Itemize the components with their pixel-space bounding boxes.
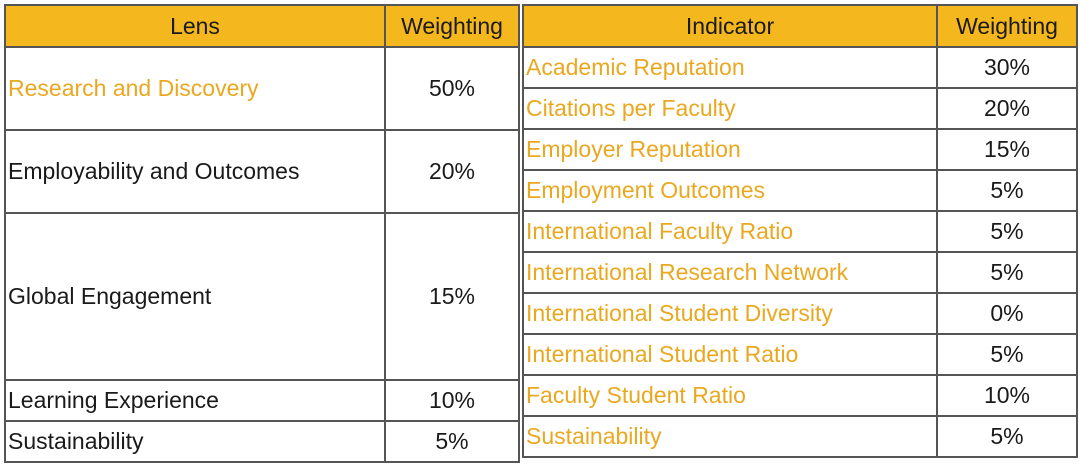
lens-cell: Global Engagement xyxy=(4,212,386,381)
indicator-cell: Citations per Faculty xyxy=(522,87,938,130)
indicator-table: Indicator Weighting Academic Reputation … xyxy=(522,4,1078,458)
indicator-cell: International Student Diversity xyxy=(522,292,938,335)
lens-cell: Employability and Outcomes xyxy=(4,129,386,214)
lens-weighting-cell: 20% xyxy=(384,129,520,214)
table-row: International Student Ratio 5% xyxy=(522,333,1078,376)
table-row: Sustainability 5% xyxy=(4,420,520,463)
indicator-weighting-cell: 5% xyxy=(936,415,1078,458)
indicator-weighting-cell: 0% xyxy=(936,292,1078,335)
table-row: Academic Reputation 30% xyxy=(522,46,1078,89)
table-row: Employer Reputation 15% xyxy=(522,128,1078,171)
indicator-weighting-cell: 10% xyxy=(936,374,1078,417)
lens-weighting-cell: 5% xyxy=(384,420,520,463)
indicator-cell: Sustainability xyxy=(522,415,938,458)
indicator-cell: Academic Reputation xyxy=(522,46,938,89)
lens-header-row: Lens Weighting xyxy=(4,4,520,48)
lens-weighting-cell: 50% xyxy=(384,46,520,131)
table-row: Learning Experience 10% xyxy=(4,379,520,422)
table-row: Faculty Student Ratio 10% xyxy=(522,374,1078,417)
table-row: Sustainability 5% xyxy=(522,415,1078,458)
table-row: International Research Network 5% xyxy=(522,251,1078,294)
lens-weighting-cell: 10% xyxy=(384,379,520,422)
indicator-weighting-cell: 30% xyxy=(936,46,1078,89)
indicator-header-row: Indicator Weighting xyxy=(522,4,1078,48)
table-row: Employment Outcomes 5% xyxy=(522,169,1078,212)
table-row: International Student Diversity 0% xyxy=(522,292,1078,335)
lens-table: Lens Weighting Research and Discovery 50… xyxy=(4,4,520,463)
indicator-cell: Employment Outcomes xyxy=(522,169,938,212)
indicator-weighting-header: Weighting xyxy=(936,4,1078,48)
lens-header: Lens xyxy=(4,4,386,48)
lens-cell: Learning Experience xyxy=(4,379,386,422)
indicator-weighting-cell: 5% xyxy=(936,169,1078,212)
lens-cell: Sustainability xyxy=(4,420,386,463)
indicator-weighting-cell: 5% xyxy=(936,251,1078,294)
indicator-cell: International Faculty Ratio xyxy=(522,210,938,253)
table-row: Citations per Faculty 20% xyxy=(522,87,1078,130)
indicator-weighting-cell: 5% xyxy=(936,210,1078,253)
indicator-cell: International Student Ratio xyxy=(522,333,938,376)
indicator-weighting-cell: 5% xyxy=(936,333,1078,376)
table-row: International Faculty Ratio 5% xyxy=(522,210,1078,253)
indicator-header: Indicator xyxy=(522,4,938,48)
lens-cell: Research and Discovery xyxy=(4,46,386,131)
indicator-cell: Faculty Student Ratio xyxy=(522,374,938,417)
indicator-cell: International Research Network xyxy=(522,251,938,294)
table-row: Research and Discovery 50% xyxy=(4,46,520,131)
indicator-cell: Employer Reputation xyxy=(522,128,938,171)
indicator-weighting-cell: 15% xyxy=(936,128,1078,171)
lens-weighting-header: Weighting xyxy=(384,4,520,48)
indicator-weighting-cell: 20% xyxy=(936,87,1078,130)
lens-weighting-cell: 15% xyxy=(384,212,520,381)
table-row: Global Engagement 15% xyxy=(4,212,520,381)
table-row: Employability and Outcomes 20% xyxy=(4,129,520,214)
